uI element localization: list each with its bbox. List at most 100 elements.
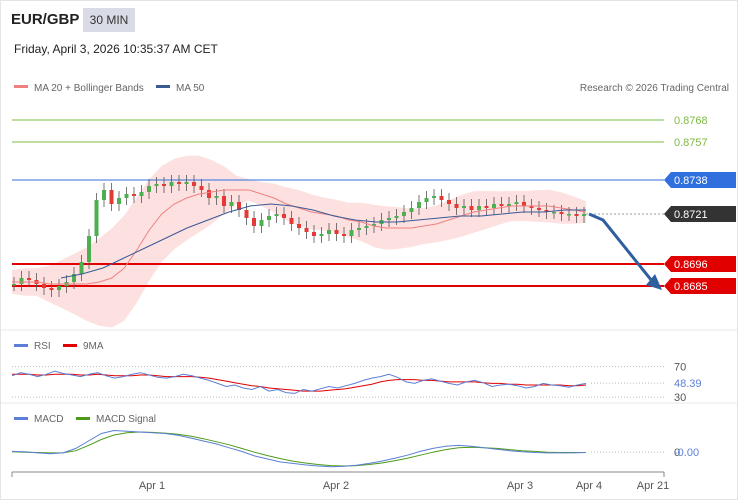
candle-body bbox=[417, 202, 421, 208]
candle-body bbox=[424, 198, 429, 202]
candle-body bbox=[252, 218, 256, 226]
candle-body bbox=[177, 182, 181, 184]
candle-body bbox=[454, 204, 459, 208]
candle-body bbox=[42, 284, 46, 288]
bollinger-band bbox=[12, 155, 586, 328]
level-label-badge bbox=[664, 256, 736, 272]
candle-body bbox=[439, 196, 444, 200]
candle-body bbox=[447, 200, 451, 204]
candle-body bbox=[72, 274, 76, 282]
rsi-line bbox=[11, 370, 587, 394]
candle-body bbox=[87, 236, 91, 262]
rsi-tick-label: 70 bbox=[674, 362, 686, 374]
x-tick-label: Apr 1 bbox=[139, 480, 165, 492]
macd-last-value: -0.00 bbox=[674, 447, 699, 459]
candle-body bbox=[147, 186, 151, 192]
candle-body bbox=[184, 182, 189, 184]
timeframe-button[interactable]: 30 MIN bbox=[83, 8, 135, 32]
candle-body bbox=[214, 196, 219, 198]
pair-title: EUR/GBP bbox=[11, 11, 80, 28]
candle-body bbox=[567, 214, 571, 216]
candle-body bbox=[117, 198, 121, 204]
candle-body bbox=[484, 206, 489, 208]
candle-body bbox=[139, 192, 144, 196]
candle-body bbox=[574, 214, 579, 216]
x-axis: Apr 1 Apr 2 Apr 3 Apr 4 Apr 21 bbox=[11, 471, 669, 492]
ma20-legend-label: MA 20 + Bollinger Bands bbox=[34, 83, 144, 94]
x-tick-label: Apr 4 bbox=[576, 480, 602, 492]
copyright-text: Research © 2026 Trading Central bbox=[580, 83, 729, 94]
candle-body bbox=[244, 210, 249, 218]
rsi-panel: 70 30 48.39 bbox=[11, 362, 702, 404]
candle-body bbox=[304, 228, 309, 232]
candle-body bbox=[132, 194, 136, 196]
candle-body bbox=[49, 288, 54, 290]
candle-body bbox=[552, 212, 556, 214]
level-label-badge bbox=[664, 278, 736, 294]
candle-body bbox=[544, 210, 549, 212]
level-label: 0.8696 bbox=[674, 259, 708, 271]
rsi-last-value: 48.39 bbox=[674, 378, 702, 390]
candle-body bbox=[319, 234, 324, 236]
projection-arrow-head bbox=[646, 274, 662, 290]
candle-body bbox=[432, 196, 436, 198]
rsi-ma-line bbox=[12, 373, 587, 392]
candle-body bbox=[559, 212, 564, 214]
rsi-ma-legend-label: 9MA bbox=[83, 341, 104, 352]
candle-body bbox=[469, 206, 474, 210]
x-tick-label: Apr 2 bbox=[323, 480, 349, 492]
candle-body bbox=[259, 220, 264, 226]
level-label-badge bbox=[664, 172, 736, 188]
candle-body bbox=[79, 262, 84, 274]
macd-legend-label: MACD bbox=[34, 414, 63, 425]
ma50-line bbox=[60, 203, 586, 279]
x-tick-label: Apr 21 bbox=[637, 480, 669, 492]
macd-line bbox=[11, 429, 587, 468]
rsi-tick-label: 30 bbox=[674, 392, 686, 404]
candle-body bbox=[507, 204, 511, 206]
price-panel: 0.8768 0.8757 0.8738 0.8721 0.8696 0.8685 bbox=[12, 115, 736, 328]
macd-signal-legend-swatch bbox=[76, 417, 90, 420]
candle-body bbox=[282, 214, 286, 218]
candle-body bbox=[394, 216, 399, 218]
candle-body bbox=[492, 204, 496, 208]
candle-body bbox=[12, 284, 16, 286]
candle-body bbox=[327, 230, 331, 234]
candle-body bbox=[274, 214, 279, 216]
candle-body bbox=[154, 184, 159, 186]
candle-body bbox=[582, 214, 586, 216]
candle-body bbox=[237, 202, 241, 210]
candle-body bbox=[334, 230, 339, 234]
candle-body bbox=[169, 182, 174, 186]
candle-body bbox=[94, 200, 99, 236]
x-tick-label: Apr 3 bbox=[507, 480, 533, 492]
candle-body bbox=[19, 278, 24, 284]
level-label: 0.8685 bbox=[674, 281, 708, 293]
level-label: 0.8738 bbox=[674, 175, 708, 187]
candle-body bbox=[222, 196, 226, 206]
macd-signal-line bbox=[11, 431, 586, 467]
ma50-legend-swatch bbox=[156, 85, 170, 88]
candle-body bbox=[124, 194, 129, 198]
macd-panel: 0-0.00 bbox=[11, 429, 699, 468]
ma20-line bbox=[12, 189, 587, 285]
level-label: 0.8757 bbox=[674, 137, 708, 149]
candle-body bbox=[357, 228, 361, 230]
candle-body bbox=[537, 208, 541, 210]
candle-body bbox=[477, 206, 481, 210]
projection-arrow bbox=[588, 212, 658, 287]
candle-body bbox=[409, 208, 414, 212]
rsi-legend-swatch bbox=[14, 344, 28, 347]
candle-body bbox=[387, 218, 391, 220]
candle-body bbox=[199, 186, 204, 190]
level-label: 0.8721 bbox=[674, 209, 708, 221]
macd-signal-legend-label: MACD Signal bbox=[96, 414, 156, 425]
candle-body bbox=[349, 230, 354, 236]
level-label: 0.8768 bbox=[674, 115, 708, 127]
ma50-legend-label: MA 50 bbox=[176, 83, 205, 94]
candle-body bbox=[529, 206, 534, 208]
candle-body bbox=[192, 182, 196, 186]
candle-body bbox=[462, 206, 466, 208]
